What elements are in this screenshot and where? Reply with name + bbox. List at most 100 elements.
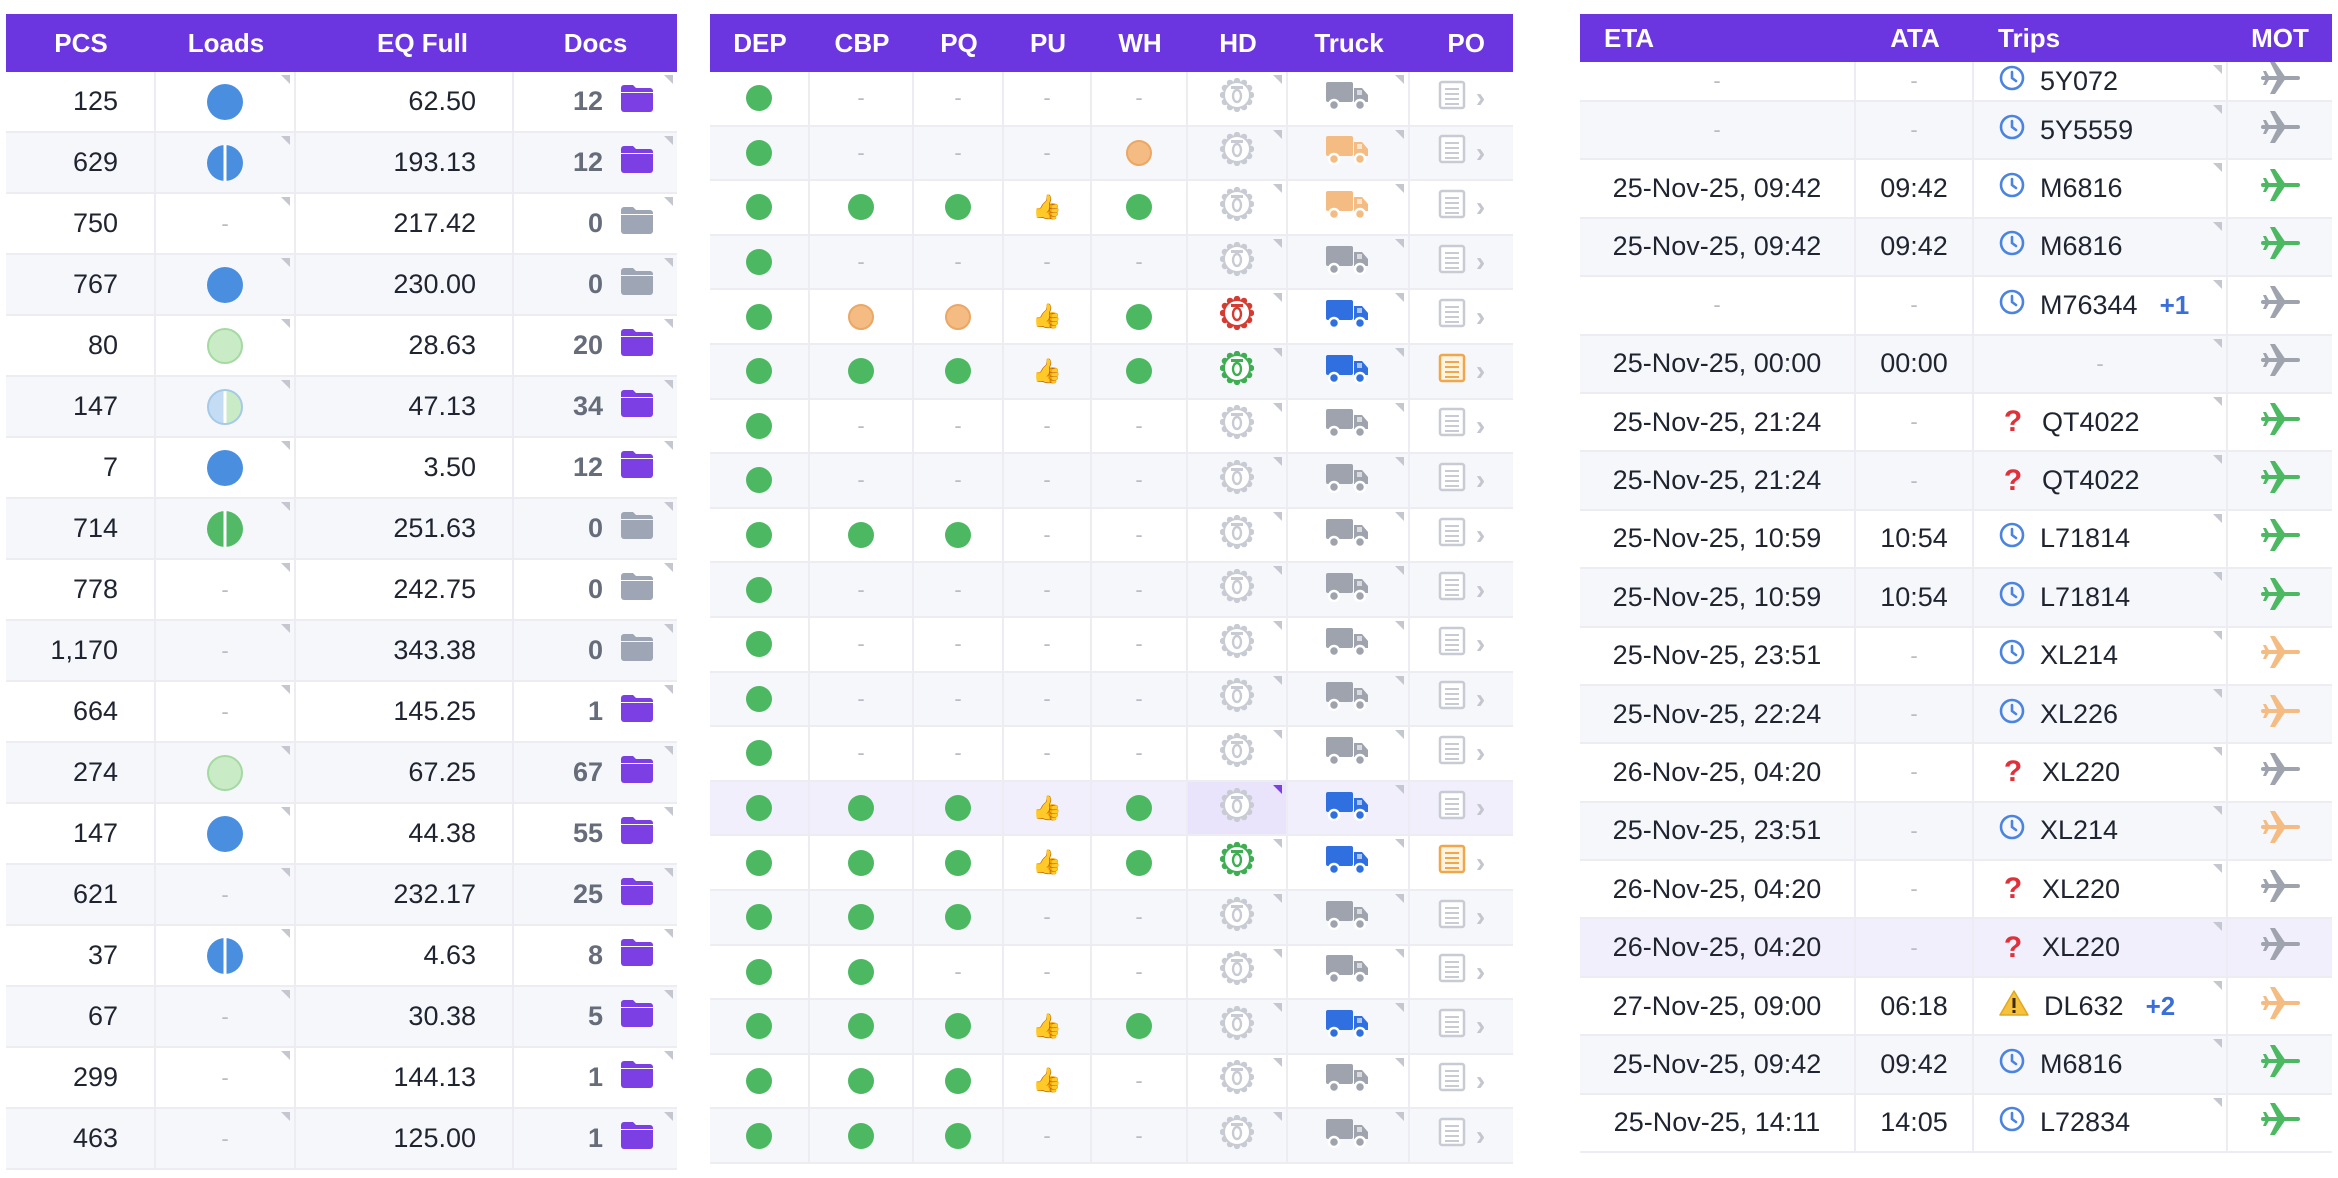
chevron-right-icon[interactable]: › [1475, 846, 1486, 878]
folder-icon[interactable] [619, 632, 655, 669]
docs-cell[interactable]: 55 [514, 804, 677, 863]
chevron-right-icon[interactable]: › [1475, 464, 1486, 496]
wh-cell[interactable] [1092, 126, 1188, 180]
trip-code[interactable]: XL226 [2040, 698, 2119, 729]
po-cell[interactable]: › [1410, 1055, 1513, 1108]
table-row[interactable]: 621 - 232.17 25 [6, 865, 677, 926]
cbp-cell[interactable]: - [810, 727, 914, 780]
folder-icon[interactable] [619, 693, 655, 730]
table-row[interactable]: 26-Nov-25, 04:20 -? XL220 [1580, 861, 2332, 920]
trips-cell[interactable]: L71814 [1974, 510, 2228, 568]
dep-cell[interactable] [710, 126, 810, 180]
cbp-cell[interactable]: - [810, 617, 914, 671]
pq-cell[interactable]: - [914, 235, 1004, 289]
loads-cell[interactable] [156, 926, 296, 985]
pu-cell[interactable]: - [1004, 727, 1092, 780]
table-row[interactable]: 25-Nov-25, 09:42 09:42 M6816 [1580, 218, 2332, 278]
folder-icon[interactable] [619, 83, 655, 120]
loads-cell[interactable]: - [156, 1048, 296, 1107]
po-cell[interactable]: › [1410, 127, 1513, 180]
table-row[interactable]: 147 44.38 55 [6, 804, 677, 865]
wh-cell[interactable] [1092, 836, 1188, 889]
trips-cell[interactable]: M6816 [1974, 1036, 2228, 1093]
po-cell[interactable]: › [1410, 400, 1513, 453]
header-eq-full[interactable]: EQ Full [377, 27, 468, 58]
truck-cell[interactable] [1288, 890, 1410, 944]
cbp-cell[interactable]: - [810, 454, 914, 507]
po-cell[interactable]: › [1410, 782, 1513, 835]
table-row[interactable]: 👍 - › [710, 1054, 1513, 1110]
loads-cell[interactable]: - [156, 682, 296, 741]
docs-cell[interactable]: 0 [514, 194, 677, 253]
hd-cell[interactable] [1188, 399, 1288, 453]
header-po[interactable]: PO [1447, 27, 1485, 58]
table-row[interactable]: 26-Nov-25, 04:20 -? XL220 [1580, 744, 2332, 803]
po-cell[interactable]: › [1410, 72, 1513, 125]
table-row[interactable]: 25-Nov-25, 21:24 -? QT4022 [1580, 393, 2332, 453]
folder-icon[interactable] [619, 998, 655, 1035]
table-row[interactable]: 778 - 242.75 0 [6, 560, 677, 621]
pu-cell[interactable]: - [1004, 672, 1092, 726]
pq-cell[interactable] [914, 1000, 1004, 1053]
table-row[interactable]: 25-Nov-25, 23:51 - XL214 [1580, 627, 2332, 686]
table-row[interactable]: 25-Nov-25, 10:59 10:54 L71814 [1580, 569, 2332, 628]
pu-cell[interactable]: - [1004, 72, 1092, 125]
loads-cell[interactable] [156, 316, 296, 375]
pq-cell[interactable] [914, 781, 1004, 835]
truck-cell[interactable] [1288, 290, 1410, 343]
table-row[interactable]: 27-Nov-25, 09:00 06:18 DL632 +2 [1580, 977, 2332, 1037]
dep-cell[interactable] [710, 945, 810, 999]
wh-cell[interactable] [1092, 1000, 1188, 1053]
chevron-right-icon[interactable]: › [1475, 409, 1486, 441]
chevron-right-icon[interactable]: › [1475, 82, 1486, 114]
folder-icon[interactable] [619, 937, 655, 974]
pq-cell[interactable]: - [914, 617, 1004, 671]
table-row[interactable]: - - - - › [710, 617, 1513, 673]
chevron-right-icon[interactable]: › [1475, 355, 1486, 387]
wh-cell[interactable]: - [1092, 672, 1188, 726]
table-row[interactable]: - - › [710, 508, 1513, 564]
chevron-right-icon[interactable]: › [1475, 246, 1486, 278]
table-row[interactable]: 26-Nov-25, 04:20 -? XL220 [1580, 919, 2332, 978]
table-row[interactable]: 👍 › [710, 836, 1513, 891]
wh-cell[interactable] [1092, 781, 1188, 835]
docs-cell[interactable]: 1 [514, 682, 677, 741]
pu-cell[interactable]: - [1004, 399, 1092, 453]
dep-cell[interactable] [710, 1109, 810, 1162]
loads-cell[interactable] [156, 804, 296, 863]
cbp-cell[interactable]: - [810, 72, 914, 125]
pq-cell[interactable]: - [914, 945, 1004, 999]
hd-cell[interactable] [1188, 72, 1288, 125]
table-row[interactable]: 25-Nov-25, 23:51 - XL214 [1580, 802, 2332, 862]
folder-icon[interactable] [619, 754, 655, 791]
cbp-cell[interactable] [810, 290, 914, 343]
trips-cell[interactable]: ? XL220 [1974, 744, 2228, 801]
header-trips[interactable]: Trips [1998, 22, 2061, 53]
table-row[interactable]: - - 5Y5559 [1580, 102, 2332, 161]
header-pcs[interactable]: PCS [54, 27, 108, 58]
cbp-cell[interactable] [810, 945, 914, 999]
dep-cell[interactable] [710, 508, 810, 562]
wh-cell[interactable]: - [1092, 617, 1188, 671]
trips-cell[interactable]: M6816 [1974, 218, 2228, 276]
loads-cell[interactable] [156, 743, 296, 802]
hd-cell[interactable] [1188, 672, 1288, 726]
dep-cell[interactable] [710, 890, 810, 944]
trips-cell[interactable]: XL226 [1974, 685, 2228, 743]
pu-cell[interactable]: 👍 [1004, 181, 1092, 234]
trip-code[interactable]: 5Y5559 [2040, 114, 2134, 145]
cbp-cell[interactable]: - [810, 235, 914, 289]
trip-code[interactable]: QT4022 [2042, 406, 2140, 437]
po-cell[interactable]: › [1410, 509, 1513, 562]
trips-cell[interactable]: ? XL220 [1974, 861, 2228, 918]
table-row[interactable]: 👍 › [710, 344, 1513, 400]
pq-cell[interactable]: - [914, 727, 1004, 780]
loads-cell[interactable] [156, 133, 296, 192]
po-cell[interactable]: › [1410, 345, 1513, 398]
dep-cell[interactable] [710, 1054, 810, 1108]
docs-cell[interactable]: 20 [514, 316, 677, 375]
pq-cell[interactable] [914, 508, 1004, 562]
hd-cell[interactable] [1188, 617, 1288, 671]
truck-cell[interactable] [1288, 399, 1410, 453]
po-cell[interactable]: › [1410, 1000, 1513, 1053]
